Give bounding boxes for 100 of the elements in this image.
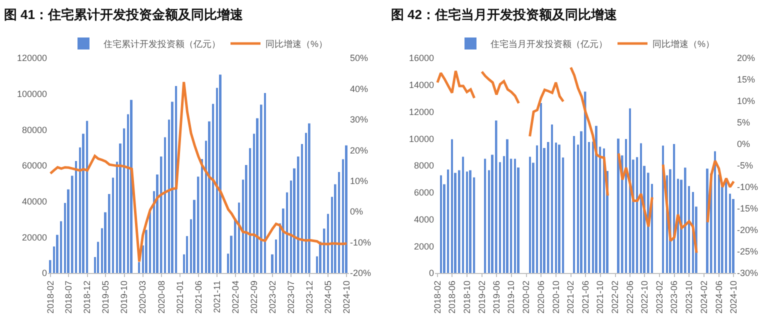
x-tick-label: 2018-12	[82, 280, 92, 314]
y2-tick-label: 20%	[737, 53, 756, 64]
x-tick-label: 2019-06	[491, 280, 502, 314]
bar	[573, 136, 576, 273]
legend-label: 同比增速（%）	[266, 39, 328, 50]
bar	[186, 236, 188, 273]
x-tick-label: 2023-02	[654, 280, 665, 314]
y-tick-label: 2000	[414, 241, 434, 252]
bar	[275, 240, 277, 273]
bar	[138, 262, 140, 273]
y-tick-label: 10000	[408, 134, 434, 144]
bar	[338, 172, 340, 273]
bar	[551, 124, 553, 273]
bar	[60, 221, 62, 273]
y2-tick-label: 5%	[737, 118, 750, 128]
y-tick-label: 0	[428, 268, 434, 278]
y-tick-label: 12000	[408, 106, 434, 117]
bar	[197, 176, 200, 273]
bar	[617, 138, 620, 273]
y-tick-label: 6000	[414, 188, 434, 198]
bar	[75, 161, 78, 273]
y2-tick-label: 15%	[737, 74, 756, 85]
x-tick-label: 2024-05	[322, 280, 333, 314]
y-tick-label: 100000	[16, 88, 47, 99]
x-tick-label: 2021-11	[212, 280, 222, 313]
bar	[451, 139, 453, 273]
bar	[327, 214, 329, 273]
x-tick-label: 2020-03	[138, 280, 148, 314]
bar	[249, 148, 252, 273]
y2-tick-label: 30%	[350, 114, 368, 125]
bar	[495, 120, 498, 273]
bar	[219, 74, 222, 273]
bar	[201, 159, 203, 273]
bar	[440, 175, 442, 273]
x-tick-label: 2024-10	[342, 280, 352, 314]
y-tick-label: 8000	[414, 160, 434, 171]
x-tick-label: 2019-10	[506, 280, 516, 314]
y-tick-label: 14000	[408, 80, 434, 90]
legend-label: 同比增速（%）	[652, 39, 715, 50]
x-tick-label: 2024-10	[728, 280, 739, 314]
bar	[86, 120, 88, 273]
x-tick-label: 2018-07	[64, 280, 74, 314]
bar	[286, 192, 288, 273]
bar	[345, 145, 348, 273]
x-tick-label: 2020-06	[536, 280, 546, 314]
x-tick-label: 2021-06	[580, 280, 590, 314]
bar	[264, 92, 266, 273]
bar	[130, 100, 133, 273]
y-tick-label: 4000	[414, 214, 434, 224]
x-tick-label: 2018-02	[45, 280, 56, 314]
x-tick-label: 2019-10	[119, 280, 130, 314]
x-tick-label: 2022-04	[230, 280, 240, 314]
bar	[718, 174, 720, 273]
bar	[447, 170, 450, 273]
line-series	[49, 80, 348, 263]
bar	[558, 144, 560, 273]
bar	[97, 242, 100, 273]
bar	[238, 202, 240, 273]
y2-tick-label: 10%	[350, 176, 368, 186]
x-tick-label: 2024-06	[714, 280, 724, 314]
bar	[588, 142, 590, 273]
y2-tick-label: -10%	[737, 182, 758, 192]
bar	[49, 260, 52, 273]
bar	[729, 194, 731, 273]
bar	[308, 123, 310, 273]
x-tick-label: 2023-02	[268, 280, 278, 314]
y-tick-label: 40000	[22, 196, 47, 206]
bar	[625, 139, 627, 273]
bar	[514, 158, 516, 273]
y2-tick-label: -30%	[737, 268, 758, 278]
bar	[506, 139, 508, 273]
y2-tick-label: -25%	[737, 246, 758, 257]
y2-tick-label: 0%	[737, 139, 750, 150]
bar	[684, 168, 686, 273]
bar	[484, 158, 486, 273]
y2-tick-label: 20%	[350, 145, 368, 156]
x-tick-label: 2022-02	[610, 280, 620, 314]
bar	[540, 103, 542, 273]
y-tick-label: 20000	[22, 232, 47, 242]
bar	[629, 108, 631, 273]
x-tick-label: 2021-01	[174, 280, 185, 314]
x-tick-label: 2021-10	[595, 280, 606, 314]
y-tick-label: 120000	[16, 53, 47, 64]
x-tick-label: 2022-10	[640, 280, 650, 314]
legend-label: 住宅当月开发投资额（亿元）	[490, 39, 608, 50]
bar	[714, 151, 716, 273]
bar	[466, 172, 468, 273]
y2-tick-label: -15%	[737, 204, 758, 214]
y2-tick-label: -5%	[737, 160, 754, 171]
x-tick-label: 2022-09	[248, 280, 259, 314]
bar	[536, 145, 538, 273]
x-tick-label: 2020-08	[156, 280, 166, 314]
chart-title: 图 41：住宅累计开发投资金额及同比增速	[4, 6, 244, 22]
bar	[529, 156, 531, 273]
y-tick-label: 60000	[22, 160, 47, 171]
x-tick-label: 2023-10	[684, 280, 694, 314]
chart-title: 图 42：住宅当月开发投资额及同比增速	[390, 6, 618, 22]
bar	[123, 128, 126, 273]
y2-tick-label: 0%	[350, 206, 364, 217]
x-tick-label: 2023-06	[669, 280, 680, 314]
